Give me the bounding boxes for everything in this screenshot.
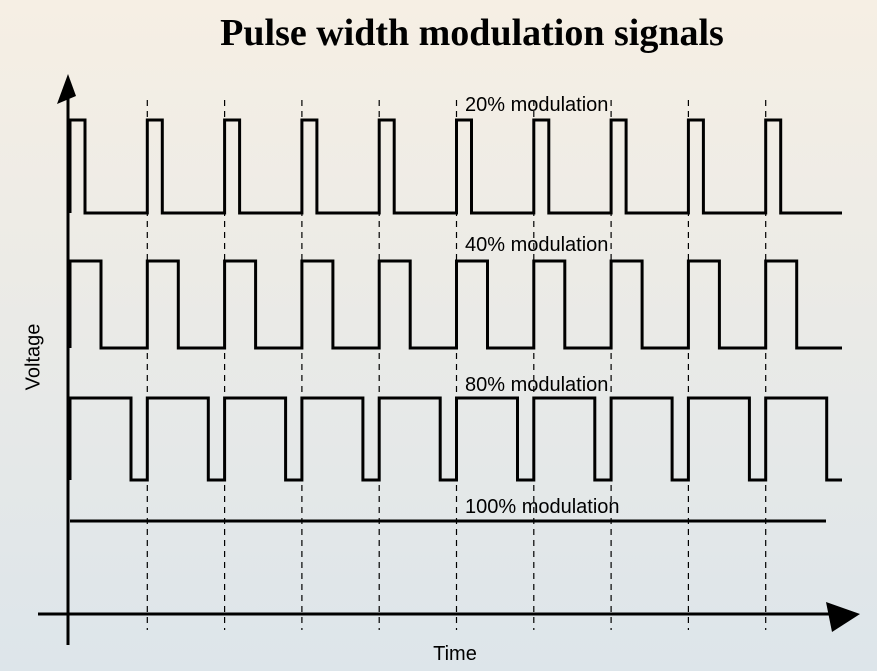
x-axis-label: Time xyxy=(433,643,477,665)
signal-label: 100% modulation xyxy=(465,496,620,518)
y-axis-label: Voltage xyxy=(22,324,44,391)
pulse-wave xyxy=(68,118,842,215)
signal-label: 80% modulation xyxy=(465,374,608,396)
waveforms xyxy=(68,118,842,523)
x-axis-arrow xyxy=(826,602,860,632)
pulse-wave xyxy=(68,259,842,350)
signal-label: 20% modulation xyxy=(465,94,608,116)
pulse-wave xyxy=(68,396,842,482)
title: Pulse width modulation signals xyxy=(220,12,724,54)
y-axis-arrow xyxy=(57,74,76,104)
signal-label: 40% modulation xyxy=(465,234,608,256)
